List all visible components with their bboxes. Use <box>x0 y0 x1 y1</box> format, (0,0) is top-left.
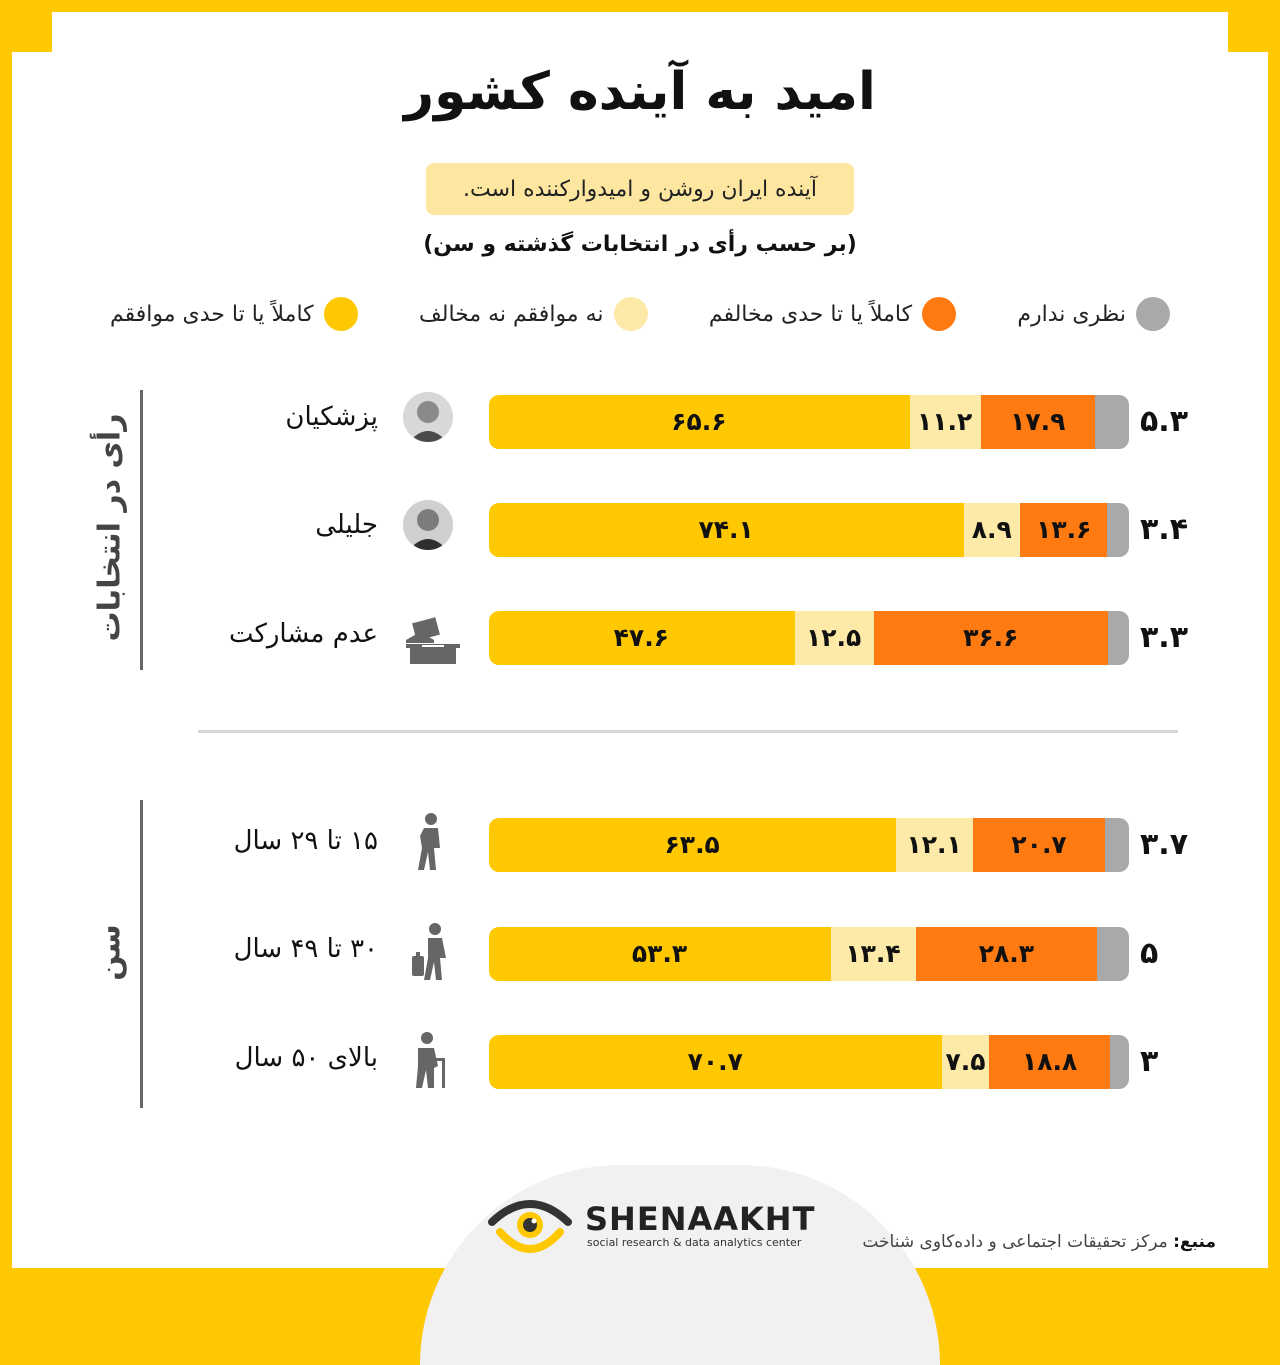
legend-swatch-agree <box>323 297 358 331</box>
segment-agree <box>489 611 795 665</box>
no-opinion-value: ۳.۳ <box>1140 620 1189 655</box>
source-text: مرکز تحقیقات اجتماعی و داده‌کاوی شناخت <box>862 1232 1168 1252</box>
source-note: منبع: مرکز تحقیقات اجتماعی و داده‌کاوی ش… <box>862 1232 1216 1252</box>
segment-agree-label: ۷۰.۷ <box>687 1047 743 1076</box>
no-opinion-value: ۵ <box>1140 936 1159 971</box>
segment-neutral <box>793 611 874 665</box>
segment-agree <box>489 1035 943 1089</box>
section-divider <box>198 730 1178 733</box>
legend-label-disagree: کاملاً یا تا حدی مخالفم <box>708 301 913 327</box>
row-label: پزشکیان <box>285 402 378 432</box>
bar-row: ۱۳.۶ ۸.۹ ۷۴.۱ <box>489 503 1129 557</box>
segment-disagree <box>873 611 1108 665</box>
frame-corner-top-right <box>1228 0 1280 52</box>
segment-agree <box>489 927 832 981</box>
segment-agree <box>489 818 897 872</box>
segment-no-opinion <box>1095 395 1129 449</box>
segment-disagree-label: ۱۸.۸ <box>1021 1047 1078 1076</box>
no-opinion-value: ۳ <box>1140 1044 1159 1079</box>
row-label: جلیلی <box>315 510 378 540</box>
group-label-age: سن <box>92 924 128 981</box>
segment-neutral-label: ۷.۵ <box>945 1047 986 1076</box>
bar-row: ۱۸.۸ ۷.۵ ۷۰.۷ <box>489 1035 1129 1089</box>
segment-neutral <box>895 818 973 872</box>
legend-swatch-disagree <box>922 297 957 331</box>
segment-no-opinion <box>1107 611 1129 665</box>
legend-item-agree: کاملاً یا تا حدی موافقم <box>110 297 358 331</box>
legend-label-no-opinion: نظری ندارم <box>1017 301 1126 327</box>
segment-neutral-label: ۱۱.۲ <box>917 407 973 436</box>
bar-row: ۲۰.۷ ۱۲.۱ ۶۳.۵ <box>489 818 1129 872</box>
segment-neutral <box>830 927 916 981</box>
legend-item-disagree: کاملاً یا تا حدی مخالفم <box>708 297 957 331</box>
logo-tagline: social research & data analytics center <box>587 1236 802 1249</box>
segment-agree-label: ۷۴.۱ <box>698 515 754 544</box>
legend-label-neutral: نه موافقم نه مخالف <box>418 301 604 327</box>
walking-person-icon <box>418 813 440 870</box>
bar-row: ۲۸.۳ ۱۳.۴ ۵۳.۳ <box>489 927 1129 981</box>
segment-disagree <box>980 395 1096 449</box>
bar-row: ۱۷.۹ ۱۱.۲ ۶۵.۶ <box>489 395 1129 449</box>
segment-no-opinion <box>1097 927 1129 981</box>
segment-no-opinion <box>1107 503 1129 557</box>
row-label: بالای ۵۰ سال <box>234 1043 378 1073</box>
eye-logo-icon <box>488 1200 572 1253</box>
segment-neutral-label: ۱۳.۴ <box>845 939 901 968</box>
segment-disagree <box>915 927 1097 981</box>
no-opinion-value: ۳.۴ <box>1140 512 1189 547</box>
logo-wordmark: SHENAAKHT <box>585 1200 816 1238</box>
row-label: ۱۵ تا ۲۹ سال <box>233 826 378 856</box>
segment-disagree-label: ۱۳.۶ <box>1036 515 1092 544</box>
row-label: عدم مشارکت <box>228 619 378 649</box>
page-title: امید به آینده کشور <box>404 62 876 122</box>
segment-no-opinion <box>1105 818 1129 872</box>
breakdown-note: (بر حسب رأی در انتخابات گذشته و سن) <box>423 232 857 257</box>
segment-agree <box>489 395 910 449</box>
segment-agree-label: ۴۷.۶ <box>613 623 669 652</box>
legend-item-neutral: نه موافقم نه مخالف <box>419 297 648 331</box>
group-label-vote: رأی در انتخابات <box>92 413 128 642</box>
group-bracket-age <box>140 800 143 1108</box>
segment-disagree <box>972 818 1106 872</box>
no-opinion-value: ۳.۷ <box>1140 827 1189 862</box>
legend-label-agree: کاملاً یا تا حدی موافقم <box>110 301 314 327</box>
segment-disagree-label: ۳۶.۶ <box>963 623 1019 652</box>
segment-agree <box>489 503 965 557</box>
legend-swatch-neutral <box>613 297 648 331</box>
subtitle-statement: آینده ایران روشن و امیدوارکننده است. <box>426 163 854 215</box>
group-bracket-vote <box>140 390 143 670</box>
segment-disagree-label: ۲۰.۷ <box>1011 830 1067 859</box>
segment-disagree <box>1020 503 1108 557</box>
legend: نظری ندارم کاملاً یا تا حدی مخالفم نه مو… <box>110 292 1170 336</box>
segment-disagree-label: ۲۸.۳ <box>978 939 1035 968</box>
segment-agree-label: ۵۳.۳ <box>631 939 688 968</box>
segment-agree-label: ۶۳.۵ <box>664 830 720 859</box>
bar-row: ۳۶.۶ ۱۲.۵ ۴۷.۶ <box>489 611 1129 665</box>
segment-disagree <box>989 1035 1110 1089</box>
segment-neutral <box>941 1035 990 1089</box>
subtitle-text: آینده ایران روشن و امیدوارکننده است. <box>462 176 818 202</box>
segment-neutral-label: ۸.۹ <box>971 515 1012 544</box>
candidate-photo-jalili <box>403 500 453 550</box>
segment-agree-label: ۶۵.۶ <box>671 407 727 436</box>
segment-neutral <box>963 503 1021 557</box>
segment-neutral-label: ۱۲.۱ <box>906 830 962 859</box>
legend-swatch-no-opinion <box>1135 297 1170 331</box>
frame-corner-top-left <box>0 0 52 52</box>
segment-disagree-label: ۱۷.۹ <box>1010 407 1066 436</box>
segment-no-opinion <box>1109 1035 1129 1089</box>
ballot-box-icon <box>406 617 460 664</box>
source-label: منبع: <box>1173 1232 1216 1252</box>
candidate-photo-pezeshkian <box>403 392 453 442</box>
segment-neutral-label: ۱۲.۵ <box>805 623 862 652</box>
segment-neutral <box>908 395 981 449</box>
legend-item-no-opinion: نظری ندارم <box>1017 297 1170 331</box>
no-opinion-value: ۵.۳ <box>1140 404 1189 439</box>
row-label: ۳۰ تا ۴۹ سال <box>233 934 378 964</box>
elderly-person-with-cane-icon <box>416 1032 445 1088</box>
person-with-luggage-icon <box>412 923 446 980</box>
